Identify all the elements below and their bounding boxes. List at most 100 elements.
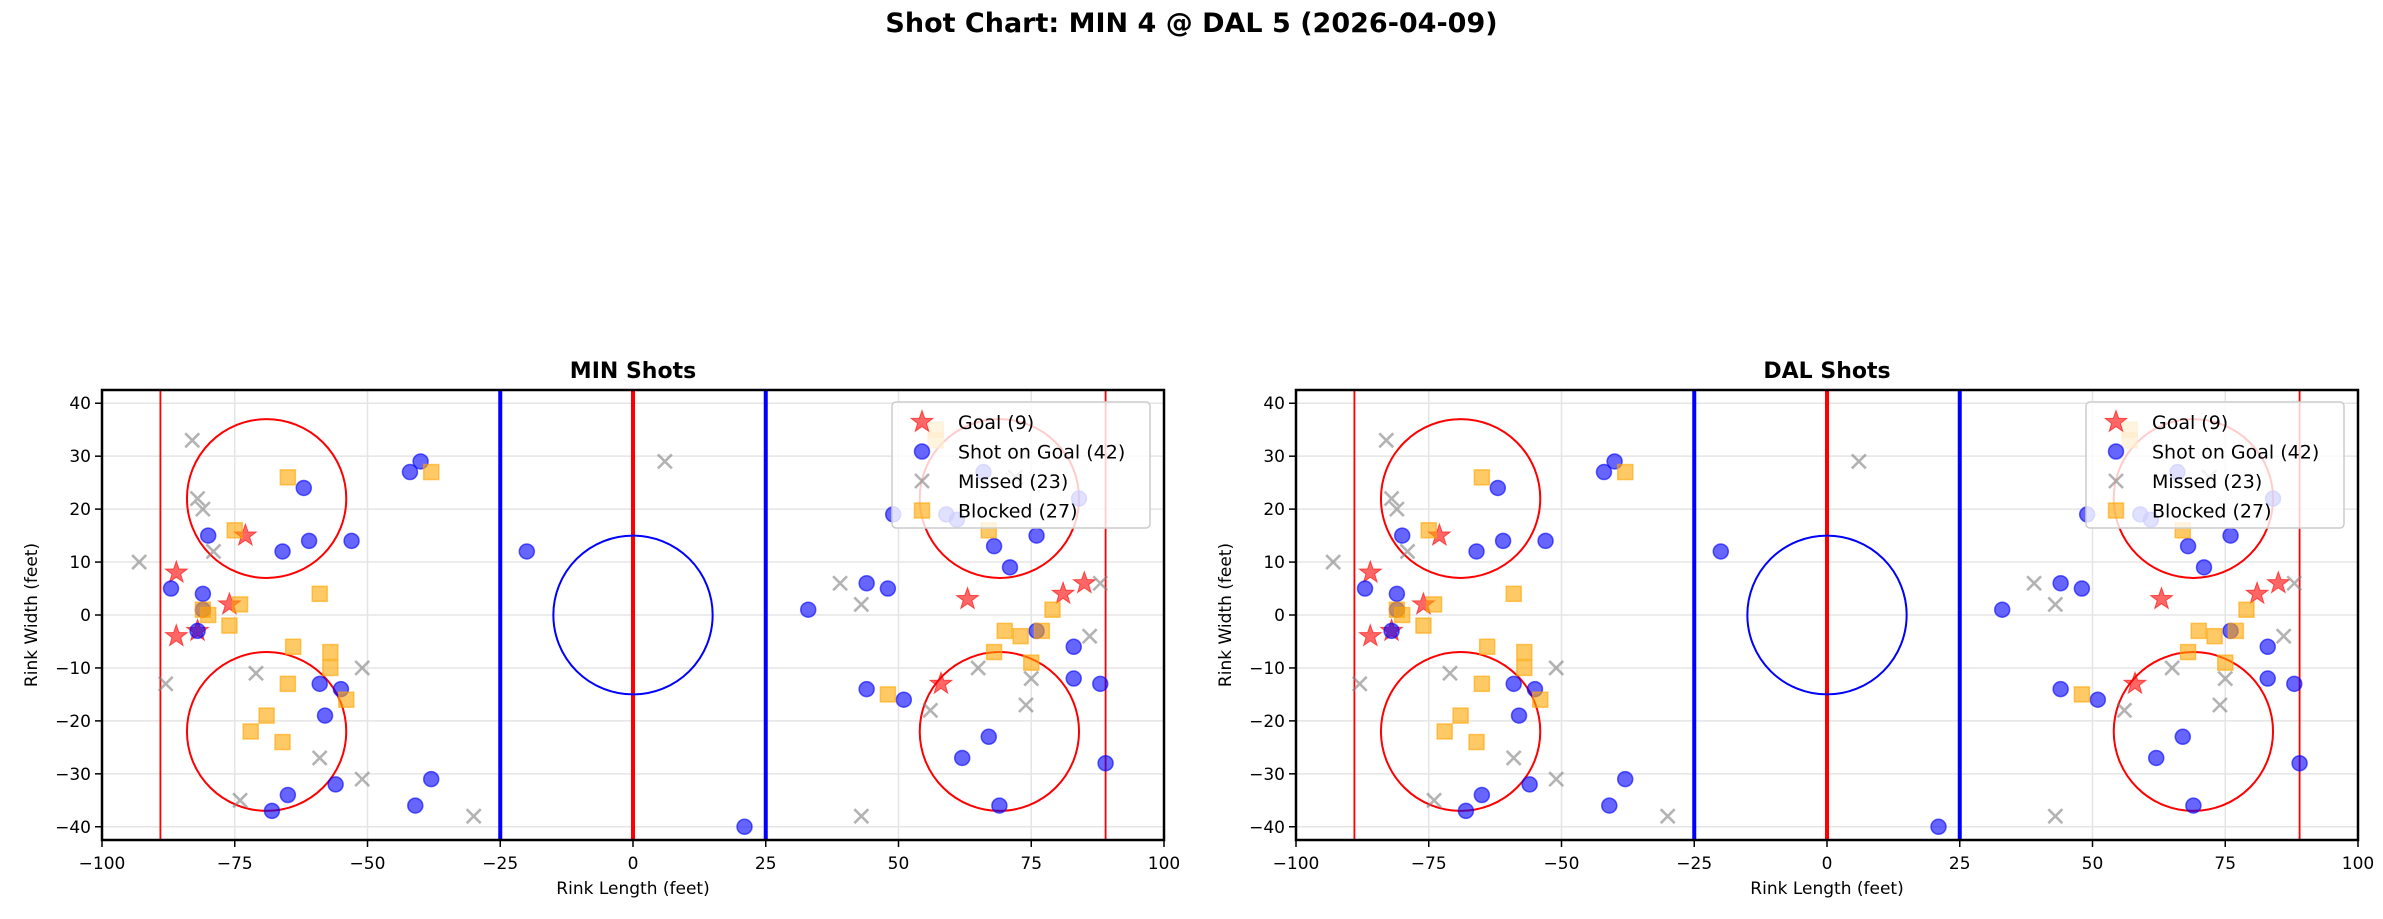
legend-x-icon bbox=[914, 473, 930, 489]
plot-area bbox=[102, 390, 1164, 840]
square-point bbox=[1616, 463, 1634, 481]
x-point bbox=[1548, 660, 1565, 676]
square-point bbox=[1023, 654, 1040, 671]
circle-point bbox=[327, 776, 344, 793]
square-point bbox=[2073, 686, 2091, 703]
circle-point bbox=[1616, 770, 1634, 788]
x-point bbox=[232, 792, 248, 809]
circle-point bbox=[895, 691, 913, 708]
legend: Goal (9) Shot on Goal (42) Missed (23) Bloc… bbox=[2085, 401, 2345, 529]
square-point bbox=[1452, 707, 1469, 724]
circle-point bbox=[295, 479, 313, 497]
star-point bbox=[955, 586, 980, 610]
x-tick-label: 75 bbox=[1020, 854, 1042, 874]
y-tick-label: −10 bbox=[1249, 659, 1285, 679]
circle-point bbox=[1993, 601, 2011, 618]
square-point bbox=[1012, 627, 1029, 645]
star-point bbox=[2265, 570, 2291, 594]
circle-point bbox=[858, 574, 875, 592]
center-faceoff-circle bbox=[552, 534, 714, 696]
circle-point bbox=[2089, 691, 2107, 708]
legend-square-icon bbox=[913, 502, 931, 519]
series-x bbox=[1325, 432, 2303, 825]
legend-star-icon bbox=[2103, 408, 2129, 433]
circle-point bbox=[2179, 537, 2197, 555]
square-point bbox=[2227, 622, 2245, 640]
circle-point bbox=[2195, 559, 2213, 576]
circle-point bbox=[1065, 670, 1082, 687]
x-point bbox=[1092, 575, 1109, 592]
circle-point bbox=[2052, 574, 2069, 592]
x-point bbox=[1081, 628, 1098, 645]
circle-point bbox=[2259, 670, 2276, 687]
x-point bbox=[189, 490, 206, 507]
y-tick-label: −30 bbox=[1249, 765, 1285, 785]
faceoff-circle bbox=[2112, 651, 2275, 812]
square-point bbox=[2217, 654, 2234, 671]
faceoff-circle bbox=[185, 418, 348, 579]
circle-point bbox=[1065, 638, 1082, 656]
x-tick-label: −75 bbox=[217, 854, 253, 874]
subplot-min-shots: −100 −75 −50 −25 0 25 50 75 100−40−30−20−1001020… bbox=[22, 359, 1180, 899]
square-point bbox=[258, 707, 275, 724]
y-tick-label: −40 bbox=[1249, 818, 1285, 838]
x-point bbox=[922, 702, 939, 719]
subplot-title: MIN Shots bbox=[570, 359, 696, 384]
circle-point bbox=[1388, 585, 1406, 603]
circle-point bbox=[1595, 463, 1613, 481]
x-axis-label: Rink Length (feet) bbox=[556, 879, 709, 899]
circle-point bbox=[518, 543, 536, 560]
star-point bbox=[1357, 559, 1383, 584]
square-point bbox=[338, 691, 355, 708]
circle-point bbox=[1028, 527, 1045, 544]
y-tick-label: −40 bbox=[55, 818, 91, 838]
legend-circle-icon bbox=[913, 443, 931, 460]
circle-point bbox=[1489, 479, 1507, 497]
x-tick-label: 50 bbox=[2082, 854, 2104, 874]
circle-point bbox=[274, 543, 291, 560]
x-point bbox=[205, 543, 222, 560]
x-tick-label: −75 bbox=[1411, 854, 1447, 874]
legend-box bbox=[2085, 401, 2345, 529]
square-point bbox=[226, 522, 243, 539]
x-point bbox=[194, 501, 211, 518]
x-point bbox=[184, 432, 201, 449]
x-tick-label: −25 bbox=[482, 854, 518, 874]
square-point bbox=[1436, 723, 1453, 740]
y-axis-label: Rink Width (feet) bbox=[22, 543, 42, 687]
circle-point bbox=[2222, 527, 2239, 544]
square-point bbox=[2206, 627, 2223, 645]
x-tick-label: −25 bbox=[1676, 854, 1712, 874]
circle-point bbox=[1601, 797, 1618, 814]
legend-box bbox=[891, 401, 1151, 529]
star-point bbox=[1071, 570, 1097, 594]
circle-point bbox=[199, 527, 217, 544]
y-tick-label: 20 bbox=[1263, 500, 1285, 520]
series-star bbox=[163, 522, 1097, 695]
circle-point bbox=[300, 532, 318, 550]
x-point bbox=[354, 660, 371, 676]
circle-point bbox=[189, 622, 206, 640]
square-point bbox=[284, 638, 302, 656]
x-point bbox=[853, 596, 870, 613]
x-point bbox=[1548, 771, 1565, 788]
x-point bbox=[2026, 575, 2043, 592]
square-point bbox=[231, 596, 249, 613]
x-tick-label: 100 bbox=[1148, 854, 1180, 874]
circle-point bbox=[2147, 749, 2165, 767]
circle-point bbox=[422, 770, 440, 788]
circle-point bbox=[2286, 675, 2303, 693]
circle-point bbox=[799, 601, 817, 618]
circle-point bbox=[407, 797, 424, 814]
x-point bbox=[1018, 697, 1034, 713]
circle-point bbox=[2291, 754, 2308, 772]
x-point bbox=[1388, 501, 1405, 518]
faceoff-circle bbox=[1379, 418, 1542, 579]
square-point bbox=[996, 622, 1013, 640]
x-point bbox=[2275, 628, 2292, 645]
square-point bbox=[1473, 675, 1491, 693]
square-point bbox=[2179, 643, 2197, 661]
series-square bbox=[194, 421, 1061, 751]
circle-point bbox=[401, 463, 419, 481]
